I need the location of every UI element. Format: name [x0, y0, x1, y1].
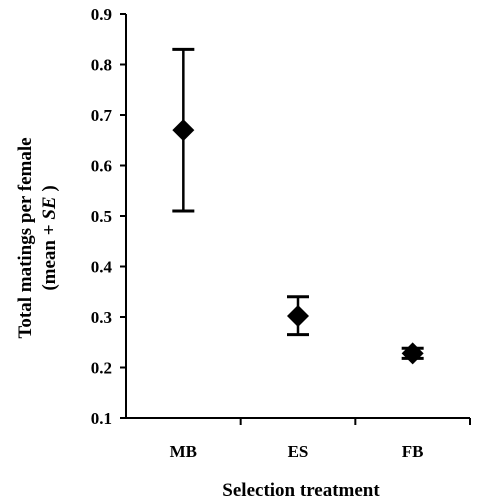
y-axis-title-line2: (mean + SE ) — [39, 185, 60, 290]
y-tick-label: 0.8 — [91, 56, 112, 75]
data-point-marker — [172, 119, 195, 142]
y-axis-title-line1: Total matings per female — [15, 137, 36, 338]
x-axis-title: Selection treatment — [222, 480, 380, 501]
y-axis-title-italic: SE — [39, 196, 60, 219]
x-tick-label: FB — [402, 442, 424, 461]
data-point-marker — [401, 342, 424, 365]
x-tick-label: ES — [288, 442, 309, 461]
x-tick-label: MB — [170, 442, 197, 461]
y-tick-label: 0.2 — [91, 359, 112, 378]
y-tick-label: 0.5 — [91, 207, 112, 226]
y-axis-title-prefix: (mean + — [39, 220, 60, 291]
x-ticks: MB ES FB — [170, 418, 471, 461]
data-marks — [172, 47, 424, 365]
y-tick-label: 0.6 — [91, 157, 112, 176]
y-tick-label: 0.9 — [91, 5, 112, 24]
y-ticks: 0.1 0.2 0.3 0.4 0.5 0.6 0.7 0.8 0.9 — [91, 5, 126, 428]
y-axis-title-suffix: ) — [39, 185, 60, 196]
y-tick-label: 0.3 — [91, 308, 112, 327]
data-point-marker — [287, 304, 309, 327]
y-tick-label: 0.7 — [91, 106, 113, 125]
y-tick-label: 0.1 — [91, 409, 112, 428]
y-tick-label: 0.4 — [91, 258, 113, 277]
